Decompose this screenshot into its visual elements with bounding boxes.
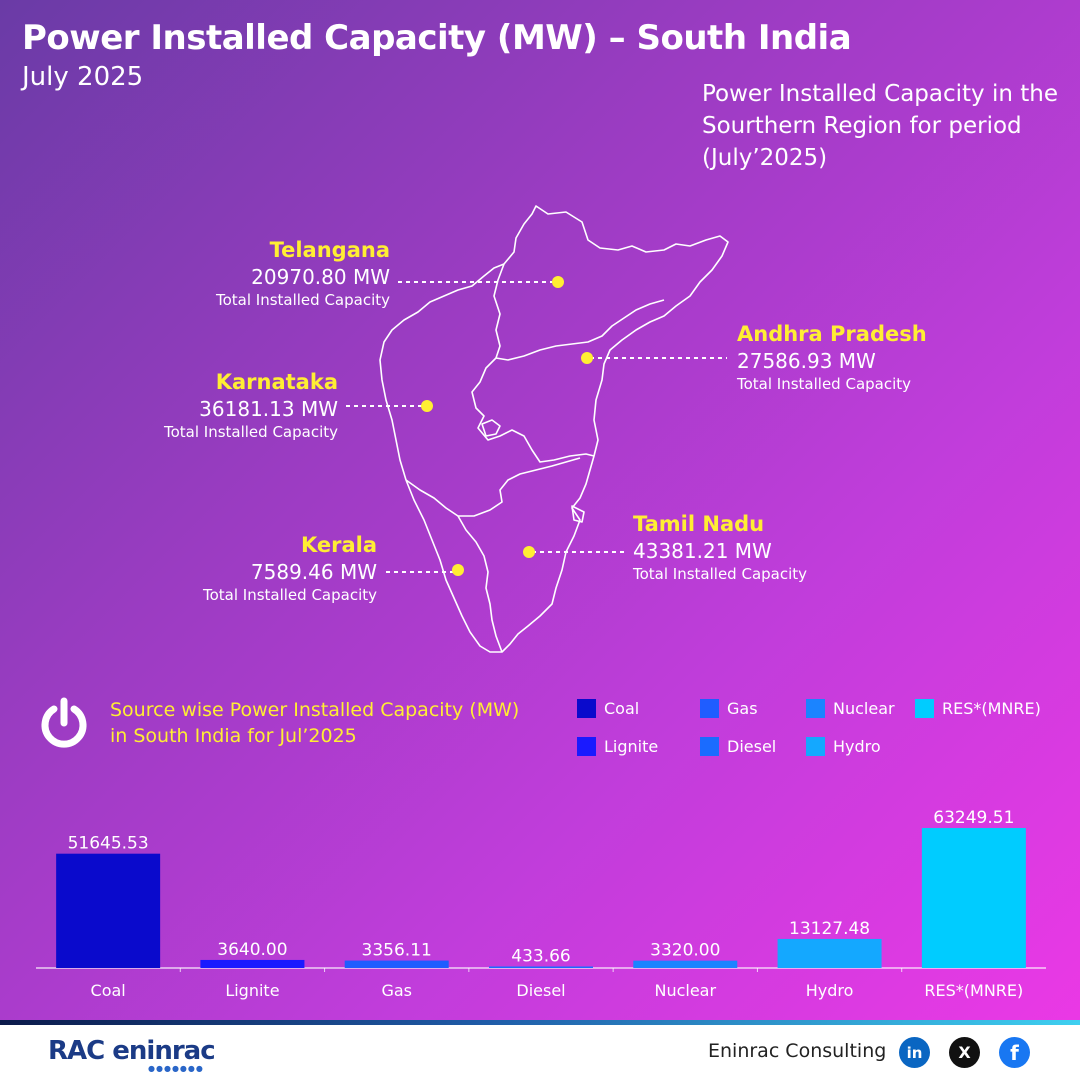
x-icon[interactable]: X bbox=[949, 1037, 980, 1068]
state-name: Karnataka bbox=[215, 370, 338, 394]
state-name: Telangana bbox=[269, 238, 390, 262]
x-tick-label: Diesel bbox=[516, 981, 565, 1000]
state-karnataka: Karnataka 36181.13 MW Total Installed Ca… bbox=[164, 368, 338, 442]
bar-value-label: 63249.51 bbox=[933, 808, 1014, 828]
x-tick-label: Gas bbox=[381, 981, 412, 1000]
state-value: 27586.93 MW bbox=[737, 349, 876, 373]
legend-label: RES*(MNRE) bbox=[942, 698, 1041, 718]
state-sub: Total Installed Capacity bbox=[737, 375, 912, 393]
legend-item-diesel: Diesel bbox=[700, 735, 776, 757]
map-caption: Power Installed Capacity in the Sourther… bbox=[702, 81, 1058, 171]
bar-value-label: 3356.11 bbox=[362, 941, 432, 961]
power-icon bbox=[41, 697, 87, 748]
logo-text: RAC eninrac bbox=[48, 1036, 216, 1066]
x-tick-label: Nuclear bbox=[654, 981, 716, 1000]
state-sub: Total Installed Capacity bbox=[215, 291, 390, 309]
state-sub: Total Installed Capacity bbox=[202, 586, 377, 604]
legend-swatch bbox=[915, 698, 934, 718]
state-value: 20970.80 MW bbox=[251, 265, 390, 289]
legend-item-coal: Coal bbox=[577, 697, 639, 719]
state-andhra-pradesh: Andhra Pradesh 27586.93 MW Total Install… bbox=[737, 320, 927, 394]
legend-item-res: RES*(MNRE) bbox=[915, 697, 1041, 719]
bar-nuclear bbox=[633, 960, 738, 968]
bar-hydro bbox=[777, 938, 882, 968]
map-karnataka-border bbox=[471, 357, 595, 463]
legend-label: Lignite bbox=[604, 736, 659, 756]
map-kerala-border bbox=[405, 457, 581, 517]
x-tick-label: Lignite bbox=[225, 981, 279, 1000]
state-telangana: Telangana 20970.80 MW Total Installed Ca… bbox=[216, 236, 390, 310]
legend-label: Gas bbox=[727, 698, 758, 718]
legend-swatch bbox=[577, 736, 596, 756]
legend-label: Coal bbox=[604, 698, 640, 718]
map-detail-2 bbox=[571, 505, 585, 523]
page-title: Power Installed Capacity (MW) – South In… bbox=[22, 18, 852, 58]
x-tick-label: Hydro bbox=[806, 981, 854, 1000]
bar-chart: 51645.53 Coal 3640.00 Lignite 3356.11 Gas 433.… bbox=[56, 808, 1026, 1000]
linkedin-icon[interactable]: in bbox=[899, 1037, 930, 1068]
legend-item-gas: Gas bbox=[700, 697, 758, 719]
legend-swatch bbox=[806, 698, 825, 718]
footer-divider bbox=[0, 1020, 1080, 1025]
bar-coal bbox=[56, 853, 161, 968]
legend-swatch bbox=[700, 698, 719, 718]
bar-res-mnre bbox=[921, 828, 1026, 968]
source-title-line2: in South India for Jul’2025 bbox=[110, 725, 357, 747]
state-tamil-nadu: Tamil Nadu 43381.21 MW Total Installed C… bbox=[633, 510, 807, 584]
page-subtitle: July 2025 bbox=[22, 62, 144, 92]
source-title: Source wise Power Installed Capacity (MW… bbox=[110, 697, 519, 749]
state-kerala: Kerala 7589.46 MW Total Installed Capaci… bbox=[203, 531, 377, 605]
legend-swatch bbox=[700, 736, 719, 756]
x-tick-label: RES*(MNRE) bbox=[924, 981, 1023, 1000]
legend-label: Diesel bbox=[727, 736, 777, 756]
map-detail-1 bbox=[481, 419, 501, 437]
state-value: 7589.46 MW bbox=[250, 560, 377, 584]
legend-swatch bbox=[806, 736, 825, 756]
marker-tamilnadu bbox=[523, 546, 535, 558]
bar-value-label: 433.66 bbox=[511, 947, 570, 967]
map-outline bbox=[379, 205, 729, 653]
state-sub: Total Installed Capacity bbox=[633, 565, 808, 583]
state-name: Andhra Pradesh bbox=[737, 322, 927, 346]
marker-telangana bbox=[552, 276, 564, 288]
legend-swatch bbox=[577, 698, 596, 718]
state-sub: Total Installed Capacity bbox=[163, 423, 338, 441]
facebook-icon[interactable]: f bbox=[999, 1037, 1030, 1068]
state-value: 36181.13 MW bbox=[199, 397, 338, 421]
source-title-line1: Source wise Power Installed Capacity (MW… bbox=[110, 699, 520, 721]
marker-ap bbox=[581, 352, 593, 364]
bar-value-label: 3640.00 bbox=[217, 940, 287, 960]
state-value: 43381.21 MW bbox=[633, 539, 772, 563]
bar-value-label: 13127.48 bbox=[789, 919, 870, 939]
state-name: Kerala bbox=[300, 533, 377, 557]
company-name: Eninrac Consulting bbox=[708, 1040, 887, 1062]
bar-lignite bbox=[200, 959, 305, 968]
logo-dots: ●●●●●●● bbox=[148, 1064, 204, 1073]
marker-karnataka bbox=[421, 400, 433, 412]
marker-kerala bbox=[452, 564, 464, 576]
x-tick-label: Coal bbox=[91, 981, 126, 1000]
legend-item-nuclear: Nuclear bbox=[806, 697, 895, 719]
legend-item-lignite: Lignite bbox=[577, 735, 658, 757]
map-telangana-border bbox=[493, 263, 665, 361]
bar-value-label: 3320.00 bbox=[650, 941, 720, 961]
legend-label: Hydro bbox=[833, 736, 881, 756]
legend-label: Nuclear bbox=[833, 698, 895, 718]
company-logo: RAC eninrac bbox=[48, 1036, 216, 1066]
legend-item-hydro: Hydro bbox=[806, 735, 881, 757]
map-tn-border bbox=[457, 515, 503, 653]
state-name: Tamil Nadu bbox=[633, 512, 765, 536]
bar-gas bbox=[344, 960, 449, 968]
bar-value-label: 51645.53 bbox=[68, 834, 149, 854]
bar-diesel bbox=[489, 966, 593, 968]
